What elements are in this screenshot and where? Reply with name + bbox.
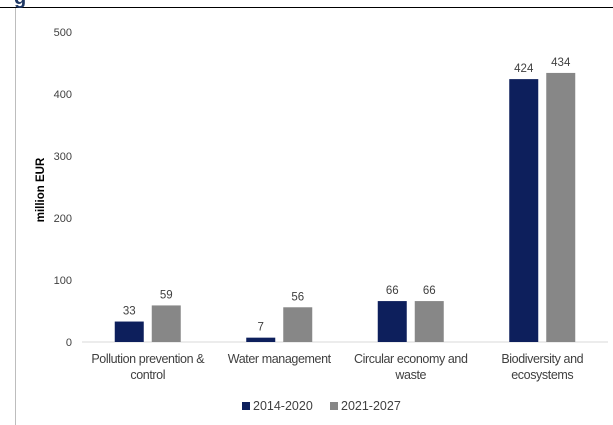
data-label: 56 (291, 291, 304, 303)
bar-2021-2027 (546, 72, 576, 343)
cropped-heading-fragment: g (14, 0, 26, 10)
category-label: Pollution prevention & control (91, 352, 205, 382)
legend-swatch (242, 402, 250, 410)
left-frame-rule (15, 8, 16, 425)
y-tick-label: 300 (54, 151, 72, 163)
bars (114, 72, 576, 343)
category-labels: Pollution prevention & control Water manag… (91, 352, 584, 382)
category-label: Circular economy and waste (354, 352, 468, 382)
category-label: Biodiversity and ecosystems (501, 352, 583, 382)
legend-entry: 2021-2027 (341, 399, 401, 413)
data-label: 33 (123, 306, 136, 318)
data-labels: 33 59 7 56 66 66 424 434 (123, 57, 571, 334)
category-label: Water management (228, 352, 332, 366)
legend-entry: 2014-2020 (253, 399, 313, 413)
y-axis-ticks: 0 100 200 300 400 500 (54, 27, 72, 349)
bar-2014-2020 (377, 301, 407, 342)
y-tick-label: 100 (54, 275, 72, 287)
data-label: 424 (514, 63, 534, 75)
data-label: 66 (386, 285, 399, 297)
bar-2014-2020 (509, 79, 539, 343)
y-tick-label: 0 (66, 337, 72, 349)
bar-2021-2027 (283, 307, 313, 342)
data-label: 59 (160, 289, 173, 301)
data-label: 7 (258, 322, 264, 334)
legend: 2014-2020 2021-2027 (242, 399, 401, 413)
legend-swatch (330, 402, 338, 410)
bar-2021-2027 (414, 301, 444, 342)
data-label: 434 (551, 57, 571, 69)
top-rule (0, 7, 613, 8)
data-label: 66 (423, 285, 436, 297)
y-tick-label: 500 (54, 27, 72, 39)
y-tick-label: 200 (54, 213, 72, 225)
bar-2021-2027 (151, 305, 181, 342)
bar-2014-2020 (114, 321, 144, 342)
y-tick-label: 400 (54, 89, 72, 101)
y-axis-title: million EUR (35, 157, 47, 222)
bar-2014-2020 (246, 337, 276, 342)
